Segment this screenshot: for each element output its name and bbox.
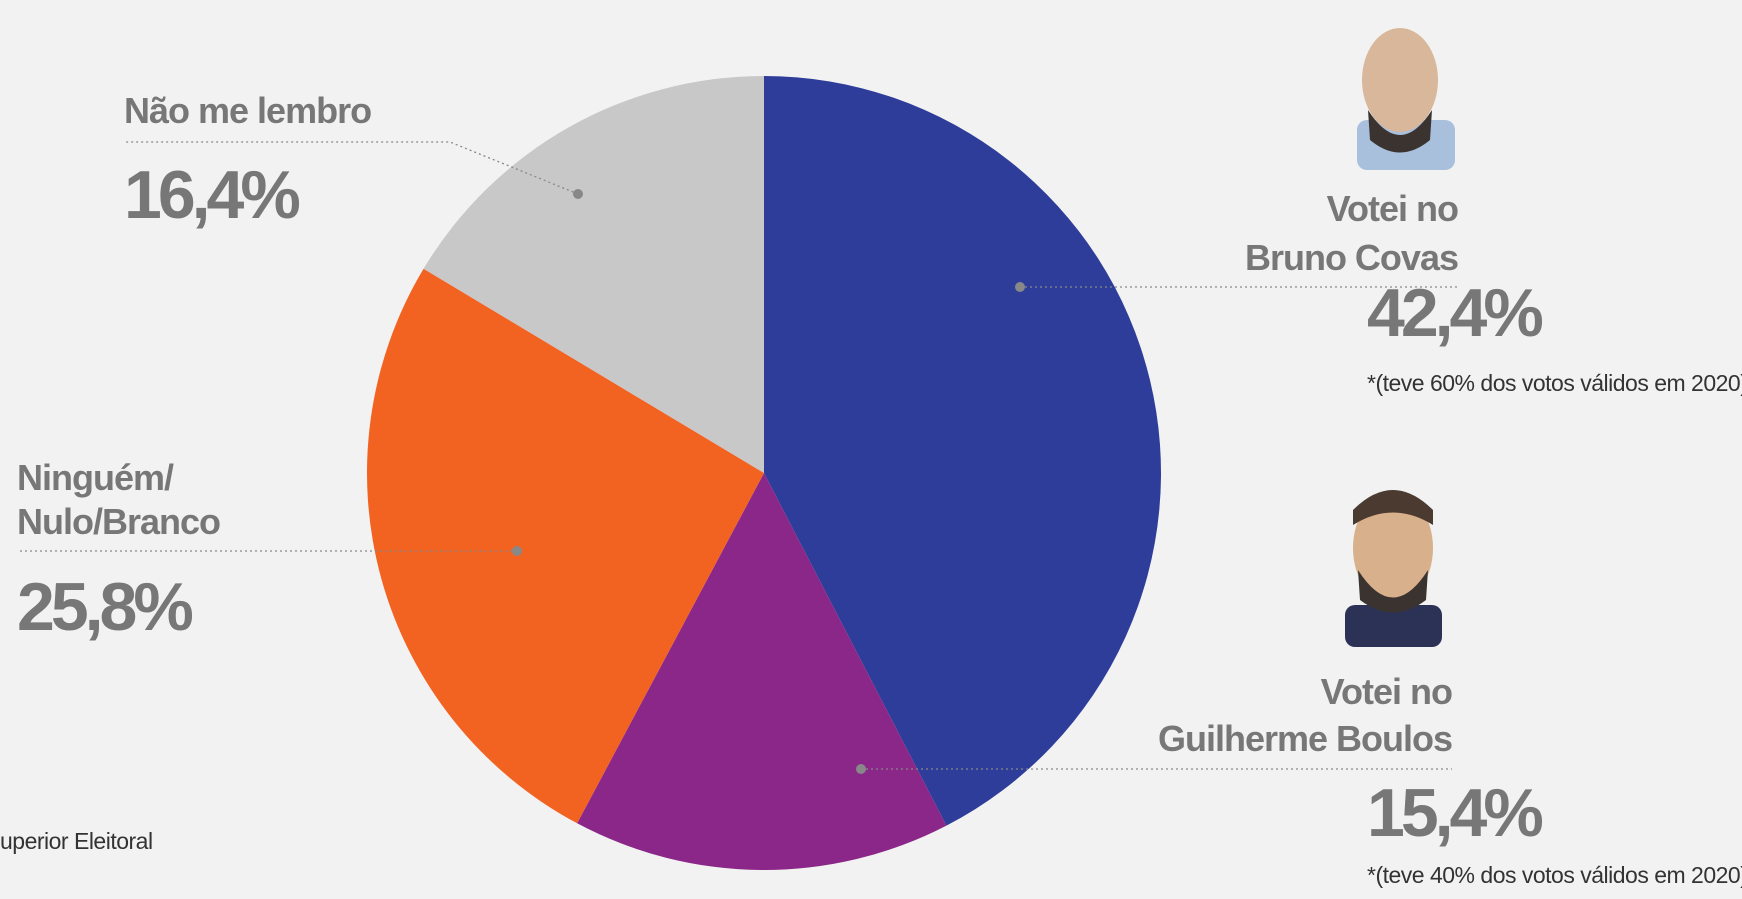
value-label: 42,4% — [1367, 275, 1542, 351]
pie-slice — [367, 268, 764, 824]
portrait-boulos — [1345, 490, 1442, 647]
category-label: Votei no — [1327, 188, 1458, 229]
category-label: Votei no — [1321, 671, 1452, 712]
category-label: Não me lembro — [124, 90, 371, 131]
category-label: Nulo/Branco — [17, 501, 220, 542]
pie-slice — [577, 473, 947, 870]
value-label: 16,4% — [124, 157, 299, 233]
value-label: 25,8% — [17, 569, 192, 645]
category-label: Bruno Covas — [1245, 237, 1458, 278]
pie-slice — [764, 76, 1161, 826]
leader-dot — [512, 546, 522, 556]
portrait-covas — [1357, 28, 1455, 170]
category-label: Ninguém/ — [17, 457, 174, 498]
source: uperior Eleitoral — [0, 828, 153, 854]
leader-dot — [856, 764, 866, 774]
note: *(teve 40% dos votos válidos em 2020) — [1367, 862, 1742, 888]
value-label: 15,4% — [1367, 775, 1542, 851]
leader-dot — [573, 189, 583, 199]
pie-slice — [423, 76, 764, 473]
note: *(teve 60% dos votos válidos em 2020) — [1367, 370, 1742, 396]
leader-dot — [1015, 282, 1025, 292]
leader-line — [124, 141, 579, 195]
category-label: Guilherme Boulos — [1158, 718, 1452, 759]
